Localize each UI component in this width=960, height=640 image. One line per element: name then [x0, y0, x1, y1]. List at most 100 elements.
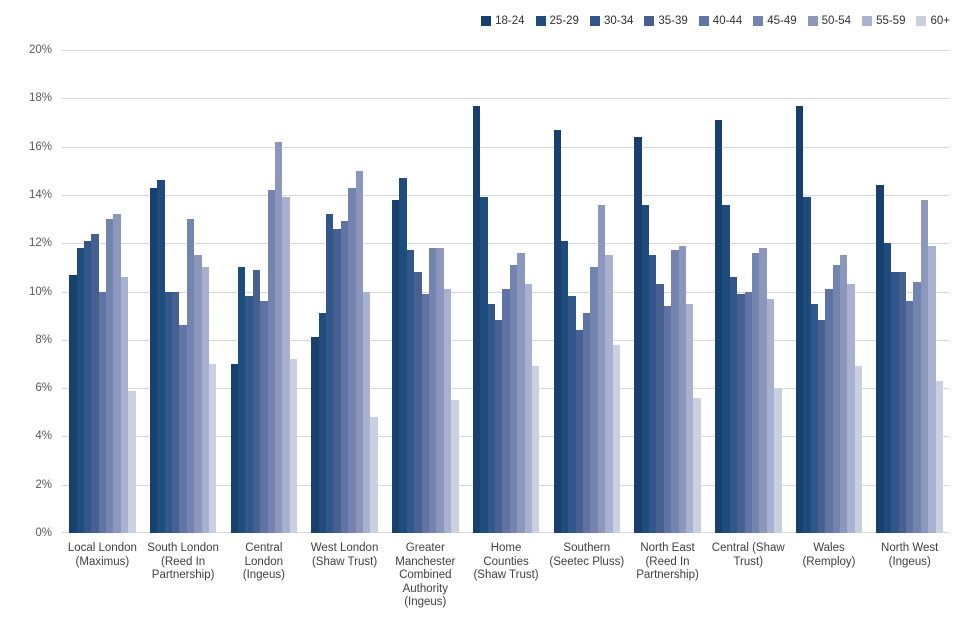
x-axis: Local London (Maximus) South London (Reed… — [62, 542, 950, 610]
bar-35-39 — [414, 272, 422, 533]
bar-35-39 — [898, 272, 907, 533]
bar-45-49 — [671, 250, 679, 533]
bar-60+ — [451, 400, 459, 533]
bar-18-24 — [69, 274, 77, 533]
y-tick-label: 0% — [35, 527, 52, 539]
y-tick-label: 12% — [28, 237, 52, 250]
x-category-label: Local London (Maximus) — [67, 542, 137, 568]
gridline — [62, 50, 950, 51]
bar-40-44 — [825, 289, 833, 533]
bar-25-29 — [157, 180, 165, 533]
bar-55-59 — [120, 277, 129, 533]
bar-25-29 — [722, 204, 730, 533]
bar-30-34 — [810, 303, 818, 533]
bar-group — [304, 50, 385, 533]
y-tick-label: 10% — [28, 285, 52, 298]
bar-18-24 — [472, 105, 481, 533]
bar-35-39 — [252, 269, 261, 533]
x-category-label: Greater Manchester Combined Authority (I… — [395, 542, 456, 608]
bar-50-54 — [920, 199, 929, 533]
legend-item-18-24: 18-24 — [481, 15, 525, 27]
bar-25-29 — [237, 267, 246, 533]
bar-50-54 — [436, 248, 444, 533]
legend-item-60+: 60+ — [916, 15, 950, 27]
bar-18-24 — [714, 120, 723, 533]
bar-30-34 — [245, 296, 253, 533]
bar-30-34 — [729, 277, 738, 533]
bar-60+ — [774, 388, 782, 533]
bar-40-44 — [663, 306, 672, 533]
plot-area — [62, 50, 950, 533]
bar-30-34 — [326, 214, 334, 533]
bar-25-29 — [803, 197, 811, 533]
y-tick-label: 14% — [28, 188, 52, 201]
legend-label: 18-24 — [495, 15, 525, 27]
bar-60+ — [612, 344, 621, 533]
bar-45-49 — [913, 281, 921, 533]
bar-60+ — [208, 363, 217, 533]
bar-30-34 — [891, 272, 899, 533]
gridline — [62, 243, 950, 245]
legend-swatch — [807, 16, 818, 26]
legend-item-55-59: 55-59 — [862, 15, 905, 27]
bar-group — [869, 50, 950, 533]
legend-label: 55-59 — [876, 15, 906, 27]
bar-25-29 — [560, 240, 569, 533]
legend: 18-24 25-29 30-34 35-39 40-44 45-49 50-54 55-59… — [481, 15, 950, 27]
legend-swatch — [589, 16, 600, 26]
legend-item-50-54: 50-54 — [807, 15, 851, 27]
bar-group — [223, 50, 304, 533]
bar-45-49 — [429, 248, 437, 533]
y-tick-label: 6% — [35, 382, 52, 395]
bar-45-49 — [267, 190, 275, 533]
bar-50-54 — [113, 214, 121, 533]
bar-55-59 — [201, 267, 209, 533]
gridline — [62, 194, 950, 196]
y-tick-label: 8% — [35, 333, 52, 346]
bar-18-24 — [149, 187, 158, 533]
bar-45-49 — [751, 252, 760, 533]
bar-50-54 — [274, 141, 283, 533]
x-category-label: North East (Reed In Partnership) — [636, 542, 699, 581]
bar-35-39 — [91, 233, 99, 533]
bar-35-39 — [656, 284, 664, 533]
bar-50-54 — [517, 252, 525, 533]
gridline — [62, 98, 950, 100]
bar-55-59 — [443, 289, 452, 533]
bar-55-59 — [928, 245, 936, 533]
bar-50-54 — [194, 255, 202, 533]
legend-item-30-34: 30-34 — [589, 15, 633, 27]
bar-45-49 — [348, 187, 356, 533]
bar-group — [546, 50, 627, 533]
bar-60+ — [854, 366, 863, 533]
bar-40-44 — [260, 301, 268, 533]
x-category-label: Wales (Remploy) — [802, 542, 856, 568]
bar-55-59 — [363, 291, 371, 533]
bar-45-49 — [509, 264, 518, 533]
bar-30-34 — [164, 291, 173, 533]
gridline — [62, 146, 950, 148]
bar-60+ — [128, 390, 136, 533]
legend-label: 45-49 — [767, 15, 797, 27]
bar-60+ — [531, 366, 540, 533]
bar-30-34 — [406, 250, 415, 533]
x-category-label: Central (Shaw Trust) — [711, 542, 785, 568]
bar-35-39 — [737, 293, 745, 533]
x-category-label: North West (Ingeus) — [881, 542, 939, 568]
legend-swatch — [698, 16, 709, 26]
bar-35-39 — [494, 320, 503, 533]
bar-25-29 — [480, 197, 488, 533]
y-tick-label: 18% — [28, 92, 52, 105]
bar-25-29 — [641, 204, 650, 533]
bar-60+ — [289, 359, 298, 533]
bar-45-49 — [186, 219, 195, 533]
bar-55-59 — [524, 284, 532, 533]
y-axis: 0% 2% 4% 6% 8% 10% 12% 14% 16% 18% 20% — [0, 44, 52, 539]
bar-50-54 — [597, 204, 606, 533]
x-category-label: South London (Reed In Partnership) — [147, 542, 219, 581]
bar-40-44 — [583, 313, 591, 533]
legend-swatch — [535, 16, 546, 26]
bar-45-49 — [832, 264, 841, 533]
bar-18-24 — [634, 136, 642, 533]
bar-30-34 — [568, 296, 576, 533]
